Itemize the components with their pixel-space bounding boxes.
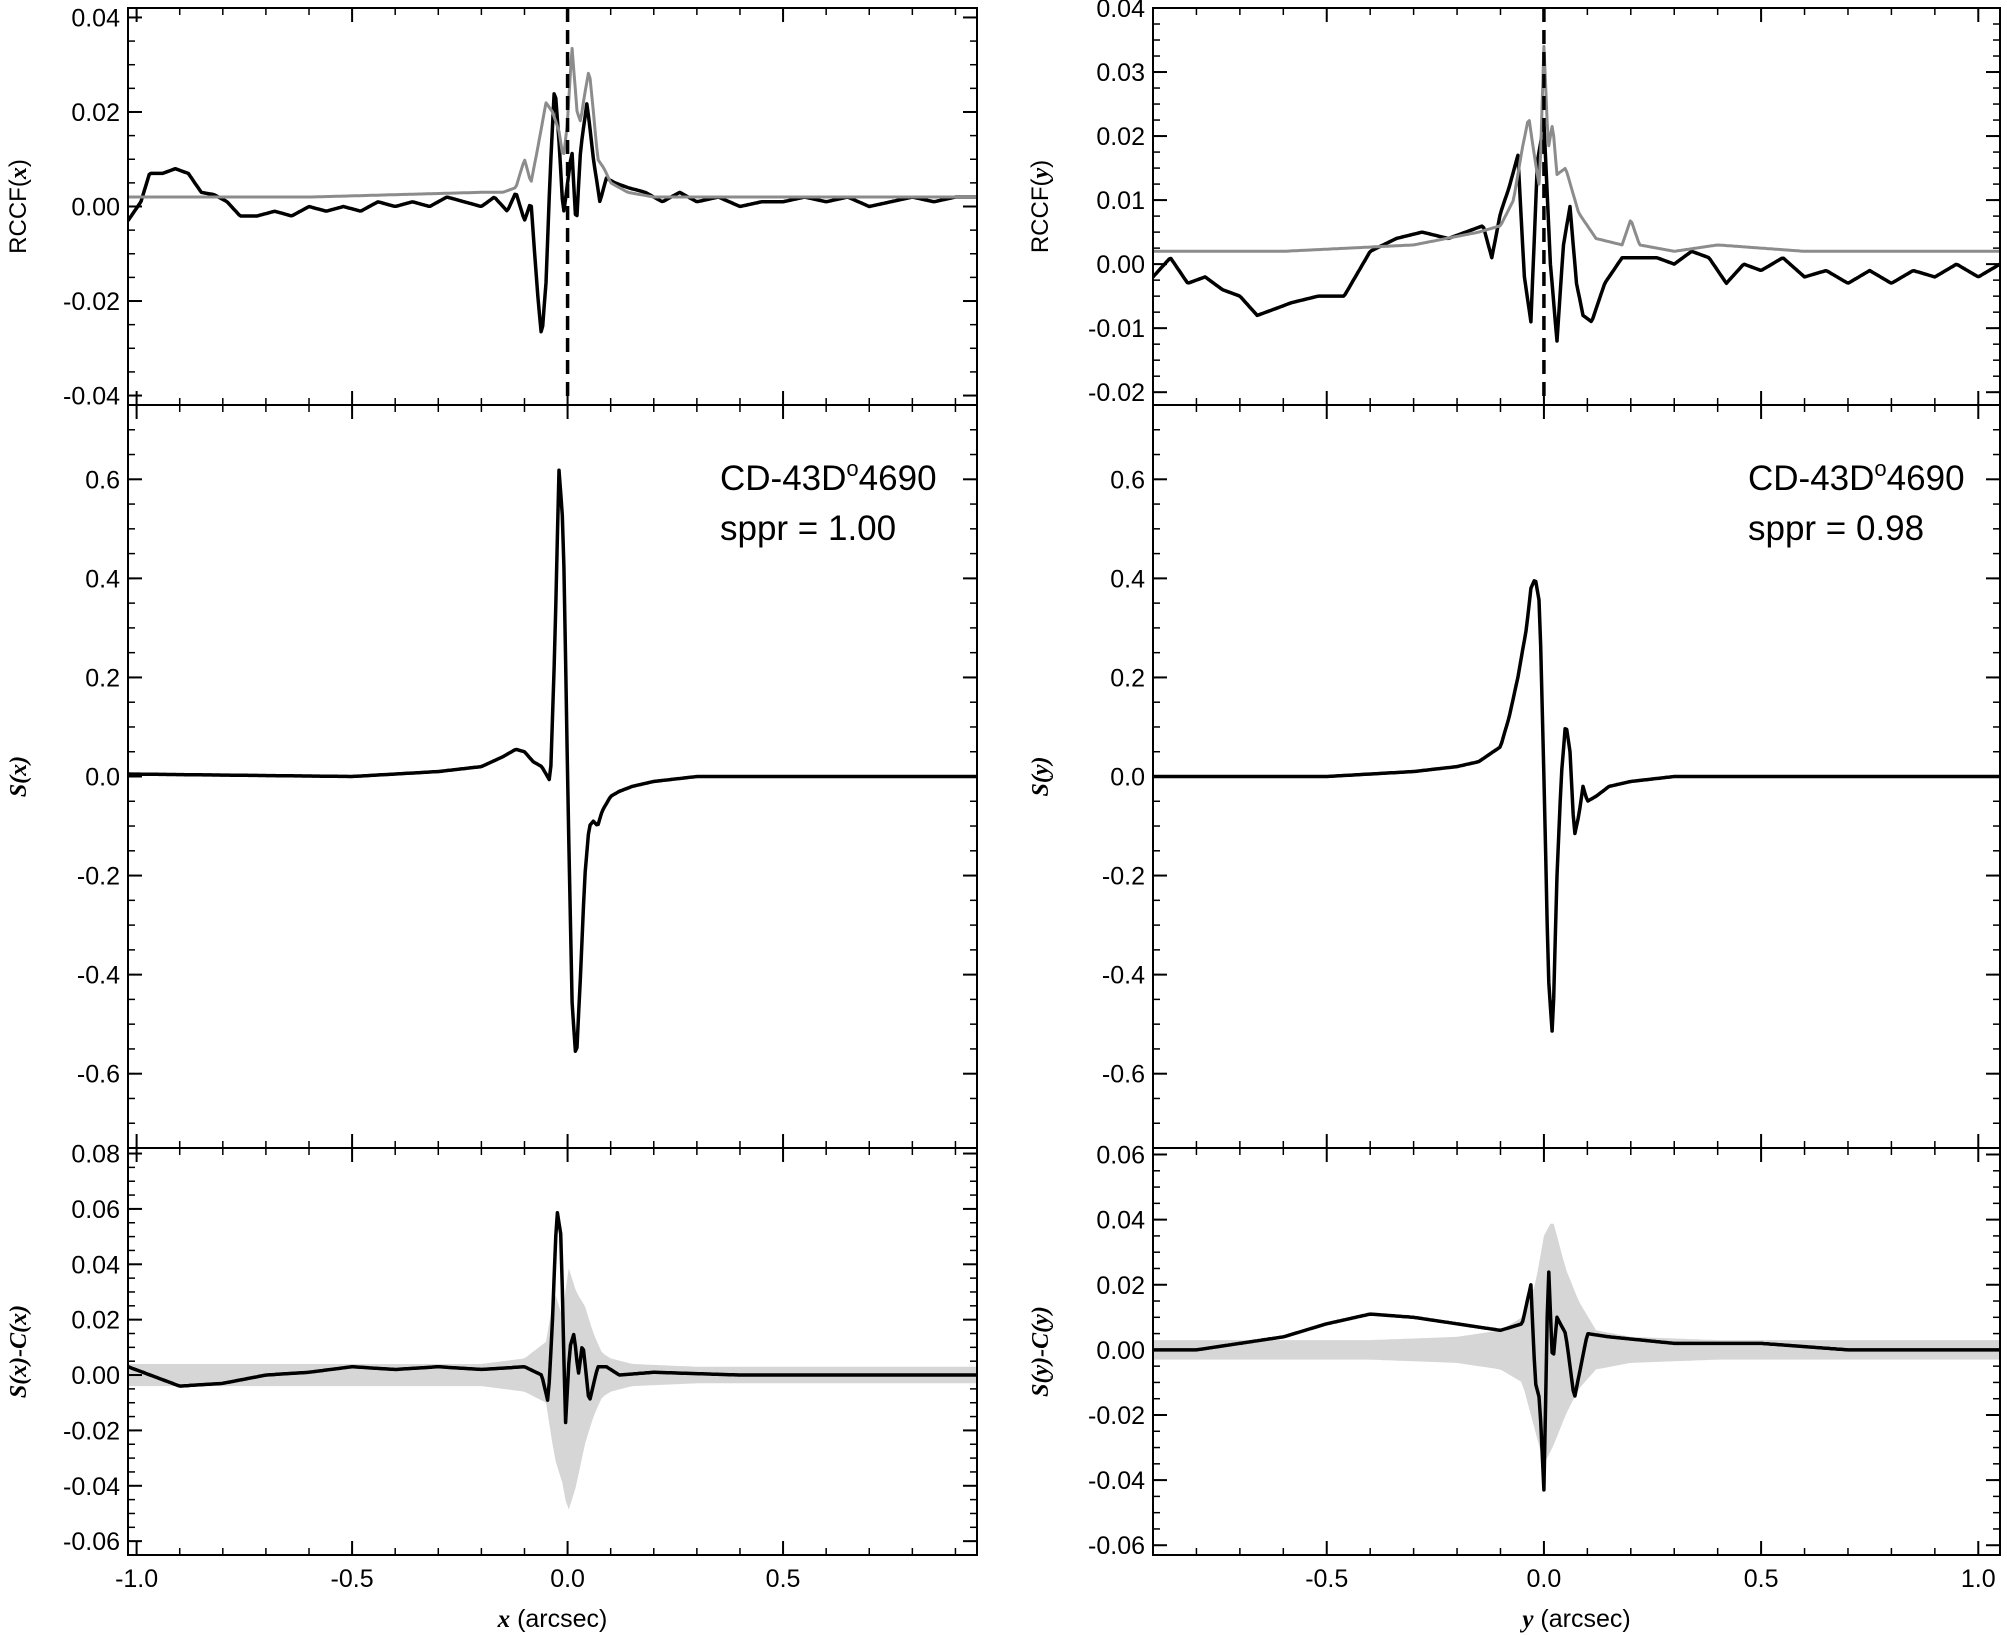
y-tick-label: 0.6 [85,466,120,494]
y-tick-label: -0.02 [1088,379,1145,407]
plot-area [128,8,977,405]
y-tick-label: 0.02 [1096,123,1145,151]
right-rccf-panel: -0.02 -0.01 0.00 0.01 0.02 0.03 0.04 RCCF(y) [1027,0,2001,407]
y-tick-label: -0.6 [1102,1061,1145,1089]
data-curve [128,1210,977,1425]
x-tick-label: -1.0 [115,1565,158,1593]
y-tick-label: -0.4 [77,962,120,990]
y-tick-label: -0.6 [77,1061,120,1089]
y-tick-label: -0.06 [1088,1532,1145,1560]
left-residual-panel: -0.06 -0.04 -0.02 0.00 0.02 0.04 0.06 0.08 S(x)-… [6,1141,978,1556]
x-axis-label: y (arcsec) [1519,1605,1630,1633]
plot-area [1153,8,2000,405]
plot-area [1153,1223,2000,1492]
y-tick-label: 0.06 [71,1196,120,1224]
y-axis-label: RCCF(y) [1027,160,1054,253]
x-tick-label: 0.5 [1744,1565,1779,1593]
right-signal-panel: -0.6 -0.4 -0.2 0.0 0.2 0.4 0.6 S(y) CD-43Do4690 s… [1028,404,2001,1149]
y-axis-label: S(x)-C(x) [6,1305,32,1398]
y-tick-label: -0.04 [63,1473,120,1501]
y-tick-label: -0.2 [77,863,120,891]
data-curve [1153,121,2000,343]
model-curve [1153,44,2000,253]
y-tick-label: -0.4 [1102,962,1145,990]
plot-area [128,468,977,1053]
y-tick-label: 0.04 [1096,0,1145,23]
y-tick-label: 0.4 [85,565,120,593]
y-tick-label: 0.04 [71,1251,120,1279]
x-tick-label: 0.0 [550,1565,585,1593]
star-name-label: CD-43Do4690 [720,456,937,498]
uncertainty-band [128,1268,977,1510]
uncertainty-band [1153,1223,2000,1464]
y-tick-label: 0.2 [1110,664,1145,692]
y-tick-label: -0.2 [1102,863,1145,891]
data-curve [128,92,977,334]
y-tick-label: 0.2 [85,664,120,692]
data-curve [128,468,977,1053]
y-tick-label: 0.00 [1096,251,1145,279]
y-tick-label: 0.6 [1110,466,1145,494]
data-curve [1153,579,2000,1033]
y-axis-label: S(y) [1028,757,1054,797]
y-tick-label: -0.06 [63,1528,120,1556]
y-tick-label: -0.04 [1088,1467,1145,1495]
plot-area [1153,579,2000,1033]
y-tick-label: 0.00 [71,194,120,222]
panel-frame [127,7,978,406]
y-tick-label: 0.0 [1110,764,1145,792]
x-tick-label: 1.0 [1961,1565,1996,1593]
x-tick-label: -0.5 [331,1565,374,1593]
y-tick-label: 0.02 [1096,1272,1145,1300]
y-tick-label: 0.03 [1096,59,1145,87]
sppr-label: sppr = 1.00 [720,509,896,548]
y-axis-label: RCCF(x) [5,159,32,254]
y-axis-label: S(x) [6,756,32,797]
y-tick-label: -0.02 [1088,1402,1145,1430]
data-curve [1153,1270,2000,1492]
sppr-label: sppr = 0.98 [1748,509,1924,548]
y-tick-label: 0.4 [1110,565,1145,593]
y-tick-label: -0.02 [63,1417,120,1445]
y-tick-label: 0.01 [1096,187,1145,215]
y-tick-label: 0.04 [1096,1207,1145,1235]
model-curve [128,46,977,199]
y-tick-label: 0.02 [71,1307,120,1335]
y-tick-label: 0.00 [71,1362,120,1390]
panel-frame [1152,1147,2001,1556]
x-tick-label: 0.0 [1527,1565,1562,1593]
star-name-label: CD-43Do4690 [1748,456,1965,498]
y-tick-label: 0.00 [1096,1337,1145,1365]
plot-area [128,1210,977,1510]
y-axis-label: S(y)-C(y) [1028,1306,1054,1397]
y-tick-label: 0.02 [71,99,120,127]
y-tick-label: -0.04 [63,383,120,411]
y-tick-label: -0.02 [63,288,120,316]
right-column: -0.02-0.010.000.010.020.030.04RCCF(y)-0.… [1027,0,2001,1633]
right-residual-panel: -0.06 -0.04 -0.02 0.00 0.02 0.04 0.06 S(y)-C(y) [1028,1142,2001,1560]
panel-frame [127,1147,978,1556]
y-tick-label: 0.0 [85,764,120,792]
x-tick-label: 0.5 [766,1565,801,1593]
y-tick-label: 0.06 [1096,1142,1145,1170]
left-column: -0.04-0.020.000.020.04RCCF(x)-0.6-0.4-0.… [5,4,978,1633]
y-tick-label: 0.04 [71,4,120,32]
y-tick-label: 0.08 [71,1141,120,1169]
x-axis-label: x (arcsec) [497,1605,608,1633]
left-signal-panel: -0.6 -0.4 -0.2 0.0 0.2 0.4 0.6 S(x) CD-43Do4690 s… [6,404,978,1149]
x-tick-label: -0.5 [1305,1565,1348,1593]
left-rccf-panel: -0.04 -0.02 0.00 0.02 0.04 RCCF(x) [5,4,978,411]
y-tick-label: -0.01 [1088,315,1145,343]
